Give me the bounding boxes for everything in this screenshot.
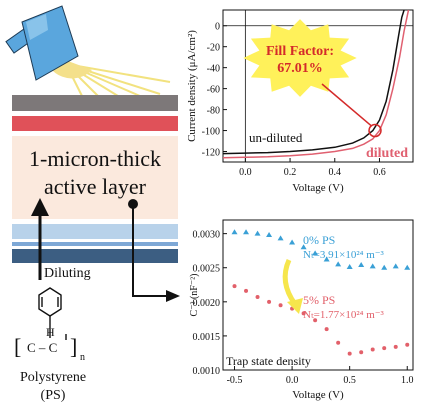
jv-ytick-label: -80	[207, 106, 220, 117]
device-schematic	[5, 5, 180, 340]
fill-factor-marker	[368, 123, 382, 138]
cv-point-0ps	[277, 235, 284, 241]
cv-xtick-label: 0.0	[286, 375, 299, 386]
cv-point-5ps	[324, 327, 329, 332]
jv-ytick-label: -120	[202, 148, 220, 159]
polymer-name: Polystyrene	[19, 370, 87, 385]
polymer-h: H	[46, 325, 55, 339]
cv-ytick-label: 0.0015	[193, 332, 221, 343]
cv-point-0ps	[392, 263, 399, 269]
jv-chart: 0 -20 -40 -60 -80 -100 -120 0.0 0.2 0.4 0.6 Voltage…	[186, 9, 414, 194]
cv-ytick-label: 0.0020	[193, 298, 221, 309]
cv-point-0ps	[243, 229, 250, 235]
lamp-icon	[5, 5, 79, 81]
cv-point-5ps	[347, 351, 352, 356]
trap-state-annotation: Trap state density	[226, 354, 311, 368]
layer-dark-blue	[12, 249, 178, 263]
fill-factor-value: 67.01%	[277, 61, 323, 76]
cv-point-5ps	[359, 350, 364, 355]
cv-point-5ps	[382, 346, 387, 351]
dilution-arrowhead-icon	[287, 298, 303, 314]
cv-point-0ps	[312, 250, 319, 256]
electrode-top	[12, 95, 178, 111]
fill-factor-label: Fill Factor:	[266, 44, 334, 59]
jv-xlabel: Voltage (V)	[292, 182, 344, 194]
label-5ps-value: Nₜ=1.77×10²⁴ m⁻³	[303, 309, 385, 321]
cv-ytick-label: 0.0010	[193, 366, 221, 377]
cv-point-5ps	[278, 303, 283, 308]
cv-point-0ps	[289, 239, 296, 245]
jv-ytick-label: 0	[215, 22, 220, 33]
layer-mid-blue	[12, 242, 178, 246]
cv-ytick-label: 0.0030	[193, 230, 221, 241]
polymer-bracket-right: ]	[70, 334, 78, 359]
right-arrow-icon	[166, 290, 180, 302]
interlayer-red	[12, 116, 178, 131]
cv-plot-frame	[222, 219, 414, 371]
cv-xlabel: Voltage (V)	[292, 389, 344, 401]
cv-ylabel: C⁻² (nF⁻²)	[189, 274, 200, 317]
cv-point-0ps	[300, 244, 307, 250]
fill-factor-pointer	[321, 83, 372, 127]
cv-point-5ps	[336, 340, 341, 345]
jv-xtick-label: 0.2	[284, 167, 297, 178]
cv-point-5ps	[255, 295, 260, 300]
label-diluted: diluted	[366, 146, 408, 161]
polymer-subscript: n	[80, 352, 85, 363]
cv-point-5ps	[232, 284, 237, 289]
cv-xtick-label: -0.5	[227, 375, 243, 386]
cv-point-5ps	[405, 342, 410, 347]
cv-point-0ps	[404, 264, 411, 270]
jv-xtick-label: 0.0	[239, 167, 252, 178]
cv-point-0ps	[346, 264, 353, 270]
jv-ytick-label: -100	[202, 127, 220, 138]
cv-ytick-label: 0.0025	[193, 264, 221, 275]
jv-series-line-undiluted	[222, 9, 405, 155]
label-undiluted: un-diluted	[249, 130, 303, 145]
label-0ps-value: Nₜ=3.91×10²⁴ m⁻³	[303, 249, 385, 261]
label-0ps-name: 0% PS	[303, 233, 335, 247]
up-arrow-icon	[31, 198, 49, 216]
jv-plot-frame	[222, 9, 414, 163]
diluting-label: Diluting	[44, 266, 91, 281]
cv-point-0ps	[369, 263, 376, 269]
jv-ytick-label: -60	[207, 85, 220, 96]
jv-ylabel: Current density (μA/cm²)	[186, 30, 198, 142]
cv-point-5ps	[301, 311, 306, 316]
jv-ytick-label: -20	[207, 43, 220, 54]
cv-point-0ps	[254, 230, 261, 236]
cv-point-0ps	[358, 262, 365, 267]
cv-xtick-label: 0.5	[343, 375, 356, 386]
jv-series-line-diluted	[222, 9, 410, 159]
jv-xtick-label: 0.6	[373, 167, 386, 178]
cv-point-5ps	[393, 344, 398, 349]
polystyrene-structure	[38, 287, 67, 340]
fill-factor-burst	[243, 19, 357, 97]
active-layer-label-line2: active layer	[44, 174, 146, 199]
jv-ytick-label: -40	[207, 64, 220, 75]
polymer-bracket-left: [	[14, 334, 22, 359]
cv-point-0ps	[381, 264, 388, 270]
active-layer-label-line1: 1-micron-thick	[29, 146, 161, 171]
cv-point-5ps	[370, 347, 375, 352]
cv-point-5ps	[267, 299, 272, 304]
polymer-abbrev: (PS)	[40, 388, 66, 403]
polymer-chain: C – C	[27, 340, 58, 355]
dilution-arrow	[282, 258, 298, 306]
cv-point-0ps	[323, 256, 330, 262]
cv-point-0ps	[335, 261, 342, 267]
cv-xtick-label: 1.0	[401, 375, 414, 386]
cv-point-0ps	[231, 229, 238, 235]
cv-point-5ps	[313, 318, 318, 323]
cv-point-0ps	[266, 232, 273, 237]
label-5ps-name: 5% PS	[303, 293, 335, 307]
jv-xtick-label: 0.4	[329, 167, 342, 178]
cv-chart: 0.0030 0.0025 0.0020 0.0015 0.0010 -0.5 0.0 0.5…	[189, 219, 414, 401]
cv-point-5ps	[244, 288, 249, 293]
layer-light-blue	[12, 224, 178, 239]
